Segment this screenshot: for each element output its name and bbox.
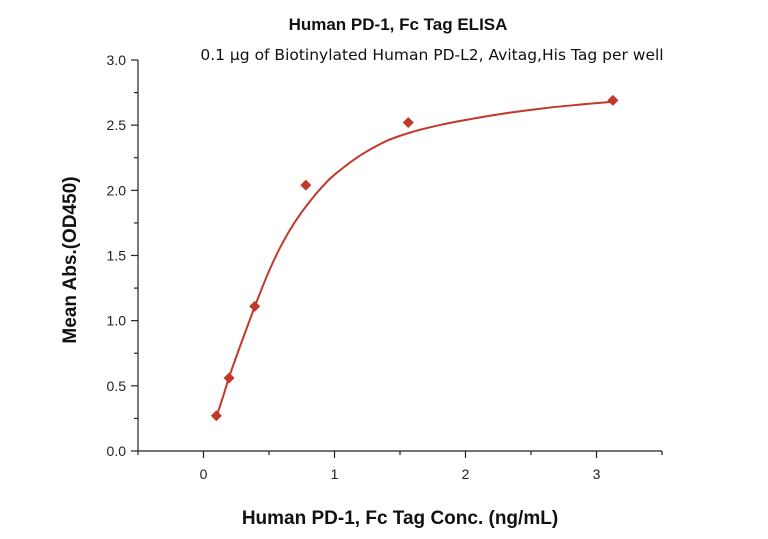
y-axis-title: Mean Abs.(OD450) xyxy=(60,176,81,343)
data-point-5 xyxy=(607,94,619,106)
chart-subtitle: 0.1 μg of Biotinylated Human PD-L2, Avit… xyxy=(200,46,663,64)
y-axis-ticks: 0.0 0.5 1.0 1.5 2.0 2.5 3.0 xyxy=(107,52,138,459)
data-point-0 xyxy=(210,410,222,422)
y-tick-label-4: 2.0 xyxy=(107,182,127,198)
x-tick-label-2: 2 xyxy=(462,466,470,482)
data-point-2 xyxy=(249,300,261,312)
y-tick-label-1: 0.5 xyxy=(107,378,127,394)
data-point-3 xyxy=(300,179,312,191)
data-points xyxy=(210,94,619,422)
data-point-1 xyxy=(223,372,235,384)
y-tick-label-0: 0.0 xyxy=(107,443,127,459)
fit-curve-line xyxy=(215,100,613,418)
plot-area: 0.0 0.5 1.0 1.5 2.0 2.5 3.0 0 1 2 3 xyxy=(107,52,663,482)
chart-title: Human PD-1, Fc Tag ELISA xyxy=(289,15,508,34)
x-tick-label-1: 1 xyxy=(331,466,339,482)
y-tick-label-2: 1.0 xyxy=(107,313,127,329)
y-tick-label-3: 1.5 xyxy=(107,248,127,264)
x-tick-label-3: 3 xyxy=(593,466,601,482)
x-axis-title: Human PD-1, Fc Tag Conc. (ng/mL) xyxy=(242,508,558,529)
x-axis-ticks: 0 1 2 3 xyxy=(137,451,663,482)
data-point-4 xyxy=(402,117,414,129)
y-tick-label-6: 3.0 xyxy=(107,52,127,68)
y-tick-label-5: 2.5 xyxy=(107,117,127,133)
x-tick-label-0: 0 xyxy=(200,466,208,482)
